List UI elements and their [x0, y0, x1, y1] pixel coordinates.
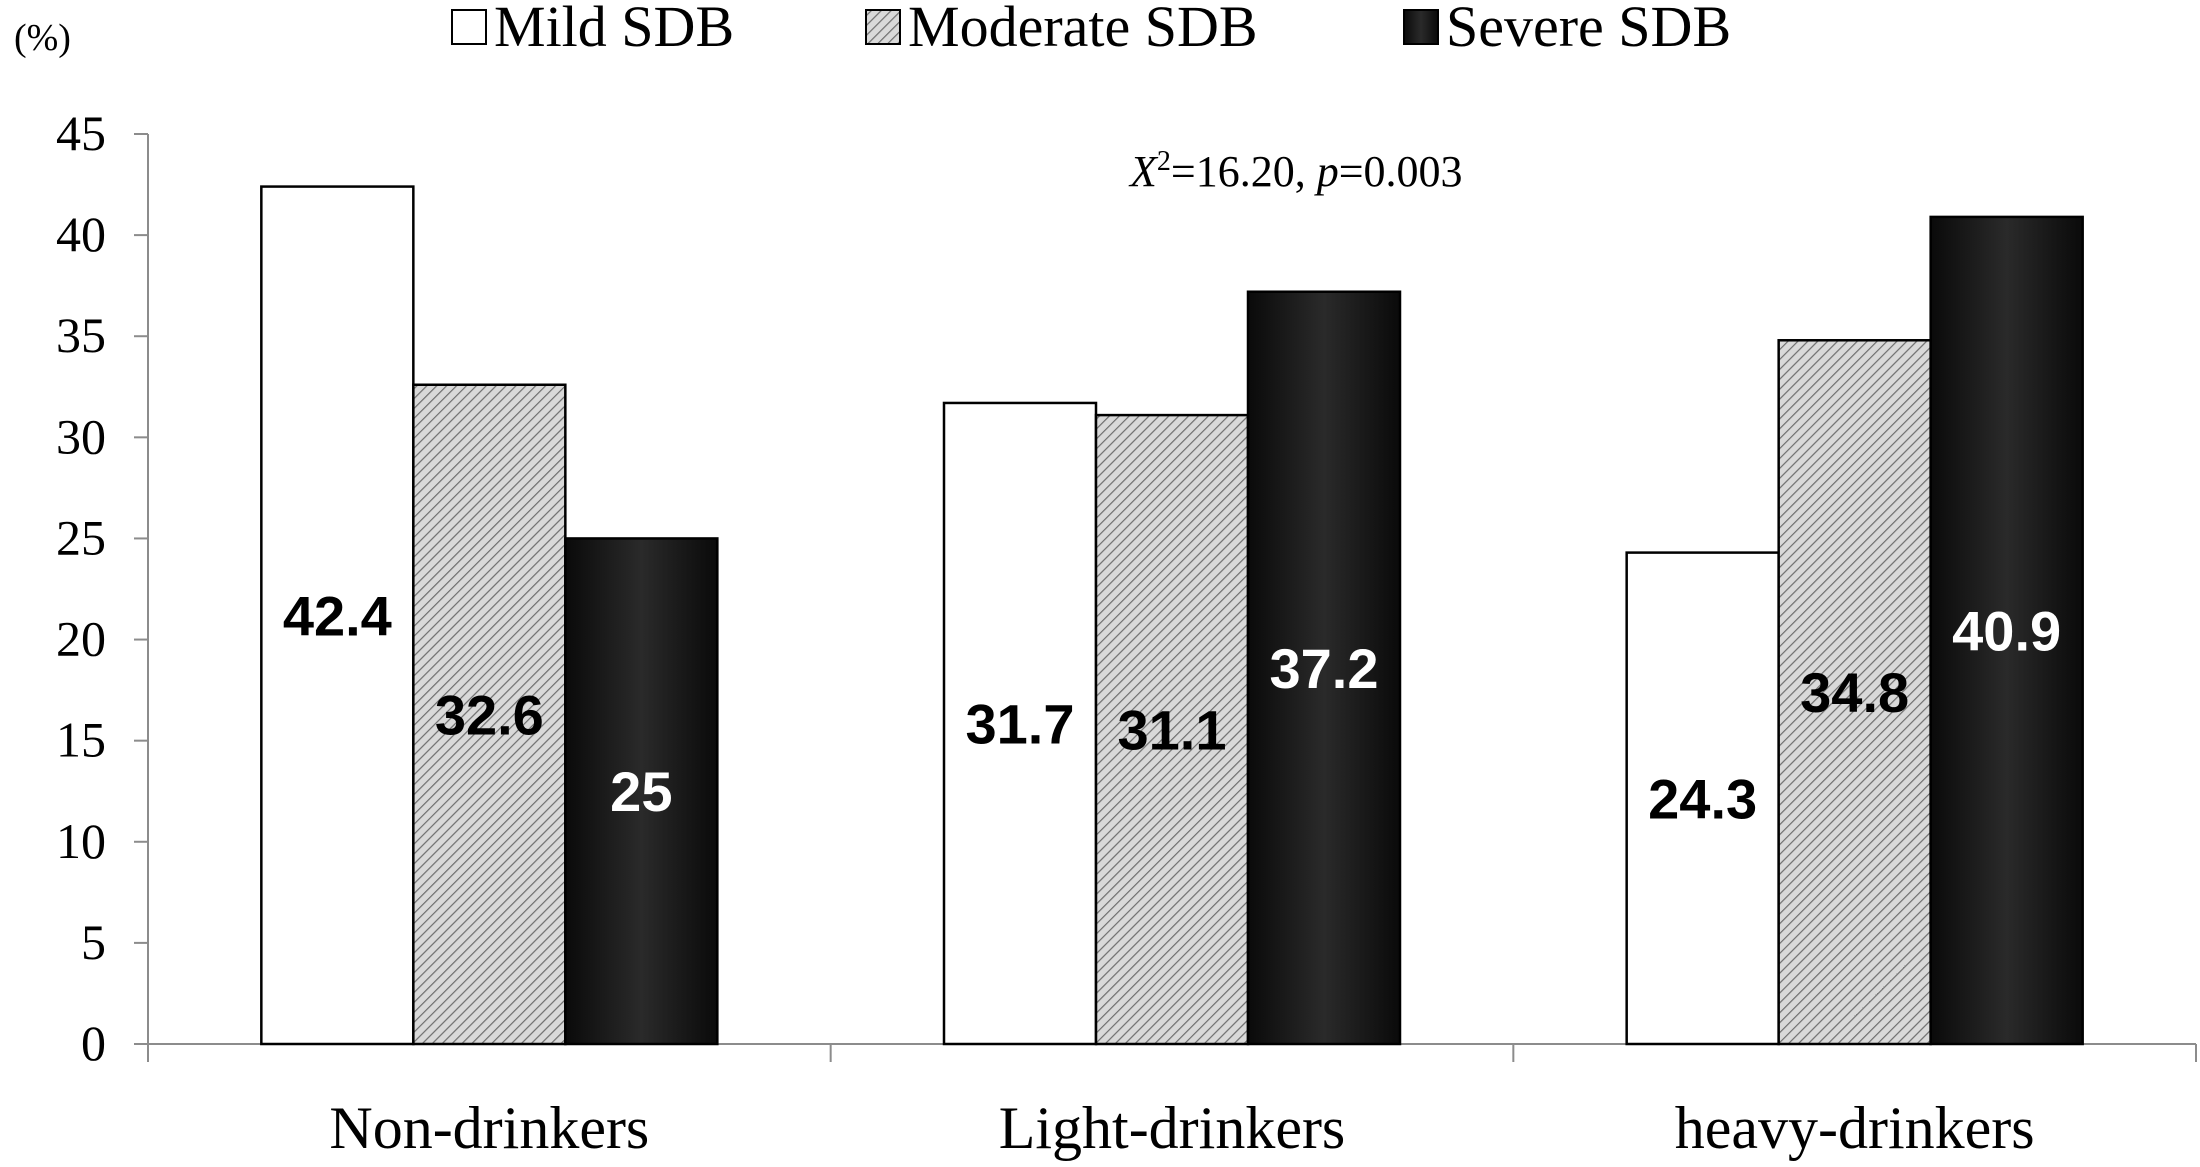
axes: 0 5 10 15 20 25 30 35 40 45: [56, 105, 2197, 1071]
y-tick-label: 20: [56, 611, 106, 667]
bar-value-label: 37.2: [1270, 637, 1379, 700]
chi-square-annotation: X2=16.20, p=0.003: [1128, 146, 1463, 196]
p-symbol: p: [1314, 147, 1339, 196]
legend-label: Moderate SDB: [908, 0, 1258, 59]
category-labels: Non-drinkers Light-drinkers heavy-drinkers: [329, 1095, 2034, 1161]
y-tick-label: 35: [56, 307, 106, 363]
category-label: heavy-drinkers: [1675, 1095, 2035, 1161]
y-axis-unit-label: (%): [14, 17, 71, 59]
bar-white: [1625, 551, 1780, 1046]
y-tick-label: 10: [56, 813, 106, 869]
bar-value-label: 32.6: [435, 683, 544, 746]
y-tick-label: 40: [56, 206, 106, 262]
legend-label: Mild SDB: [494, 0, 734, 59]
bar-hatched: [1777, 339, 1932, 1046]
category-label: Non-drinkers: [329, 1095, 649, 1161]
bar-value-label: 31.7: [966, 692, 1075, 755]
bar-labels: 42.4 32.6 25 31.7 31.1 37.2 24.3 34.8 40.9: [283, 584, 2061, 830]
y-tick-label: 30: [56, 408, 106, 464]
y-tick-label: 45: [56, 105, 106, 161]
stat-value: =16.20,: [1171, 147, 1317, 196]
bar-dark: [564, 537, 719, 1046]
bar-white: [260, 185, 415, 1046]
legend-swatch-hatched: [865, 9, 901, 45]
legend-swatch-white: [451, 9, 487, 45]
bar-value-label: 42.4: [283, 584, 392, 647]
y-tick-label: 15: [56, 712, 106, 768]
stat-symbol: X: [1128, 147, 1159, 196]
y-tick-label: 0: [81, 1015, 106, 1071]
legend-swatch-dark: [1403, 9, 1439, 45]
y-tick-label: 25: [56, 509, 106, 565]
bar-hatched: [1094, 413, 1250, 1046]
bar-value-label: 25: [610, 760, 672, 823]
category-label: Light-drinkers: [999, 1095, 1346, 1161]
stat-superscript: 2: [1157, 146, 1171, 177]
bar-value-label: 24.3: [1648, 767, 1757, 830]
bars: [260, 185, 2084, 1046]
p-value: =0.003: [1339, 147, 1463, 196]
y-tick-label: 5: [81, 914, 106, 970]
bar-value-label: 34.8: [1800, 661, 1909, 724]
bar-value-label: 31.1: [1118, 699, 1227, 762]
bar-hatched: [412, 383, 567, 1046]
bar-white: [942, 401, 1098, 1046]
bar-dark: [1929, 215, 2084, 1046]
legend-label: Severe SDB: [1446, 0, 1731, 59]
bar-dark: [1246, 290, 1402, 1046]
legend: Mild SDB Moderate SDB Severe SDB: [451, 0, 1731, 59]
bar-value-label: 40.9: [1952, 599, 2061, 662]
